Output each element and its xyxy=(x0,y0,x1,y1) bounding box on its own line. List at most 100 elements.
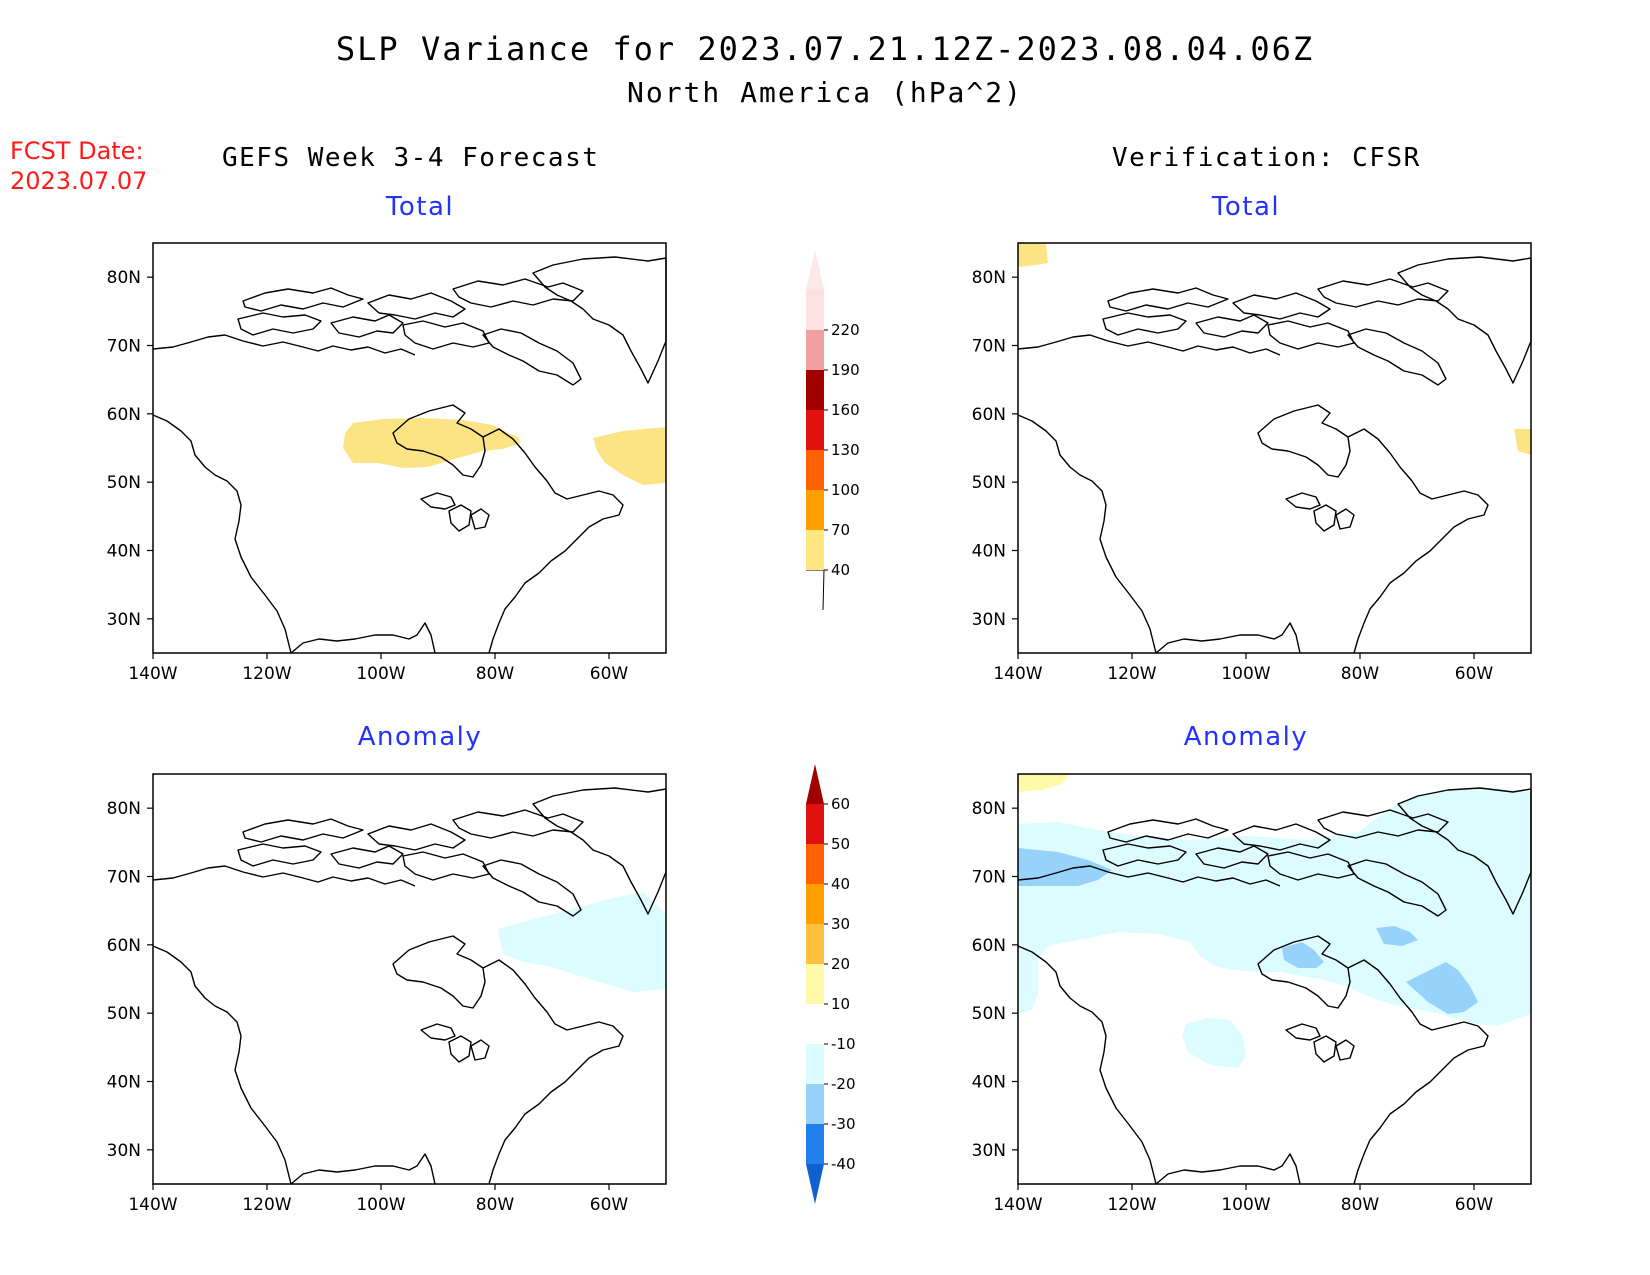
main-subtitle: North America (hPa^2) xyxy=(626,76,1023,109)
lat-tick-label: 60N xyxy=(107,405,141,425)
colorbar-total-label: 100 xyxy=(831,481,860,499)
map-verification-total xyxy=(1017,242,1532,654)
colorbar-total-swatch xyxy=(806,410,824,450)
shade-forecast-total-east xyxy=(593,427,666,485)
colorbar-total-label: 40 xyxy=(831,561,850,579)
axes-layer: 80N 70N 60N 50N 40N 30N 140W 120W 100W 80W 60W 80N 7… xyxy=(107,268,1494,1215)
lat-tick-label: 70N xyxy=(107,868,141,888)
colorbar-total-label: 70 xyxy=(831,521,850,539)
lat-tick-label: 40N xyxy=(972,542,1006,562)
colorbar-anomaly-swatch xyxy=(806,1124,824,1164)
lat-tick-label: 80N xyxy=(972,799,1006,819)
lon-tick-label: 80W xyxy=(476,664,515,684)
colorbar-anomaly-swatch xyxy=(806,1044,824,1084)
lon-tick-label: 80W xyxy=(1341,1195,1380,1215)
lat-tick-label: 50N xyxy=(107,473,141,493)
colorbar-anomaly-swatch xyxy=(806,964,824,1004)
lat-tick-label: 40N xyxy=(972,1073,1006,1093)
shade-forecast-total-central xyxy=(343,418,521,468)
map-forecast-total xyxy=(152,242,667,654)
colorbar-total-swatch xyxy=(806,530,824,570)
lon-tick-label: 80W xyxy=(1341,664,1380,684)
column-header-forecast: GEFS Week 3-4 Forecast xyxy=(222,143,600,173)
lon-tick-label: 60W xyxy=(1455,1195,1494,1215)
lat-tick-label: 70N xyxy=(107,337,141,357)
lon-tick-label: 140W xyxy=(128,664,177,684)
colorbar-anomaly-label: -10 xyxy=(831,1035,856,1053)
lat-tick-label: 80N xyxy=(107,268,141,288)
colorbar-total-swatch xyxy=(806,330,824,370)
fcst-date: FCST Date: 2023.07.07 xyxy=(10,136,147,196)
colorbar-anomaly-label: 10 xyxy=(831,995,850,1013)
shade-verification-anomaly-neg20-north xyxy=(1376,926,1418,946)
colorbar-anomaly-swatch xyxy=(806,924,824,964)
colorbar-anomaly-lower-end xyxy=(806,1164,824,1204)
colorbar-anomaly: -40 -30 -20 -10 10 20 30 40 50 60 xyxy=(806,764,856,1204)
lat-tick-label: 70N xyxy=(972,868,1006,888)
colorbar-total-swatch xyxy=(806,490,824,530)
subtitle-verification-anomaly: Anomaly xyxy=(1183,722,1309,752)
lon-tick-label: 120W xyxy=(242,664,291,684)
colorbar-total-label: 190 xyxy=(831,361,860,379)
lon-tick-label: 140W xyxy=(128,1195,177,1215)
shade-verification-anomaly-pos10-nw xyxy=(1018,774,1070,792)
lat-tick-label: 60N xyxy=(972,405,1006,425)
colorbar-anomaly-label: 60 xyxy=(831,795,850,813)
colorbar-anomaly-upper-end xyxy=(806,764,824,804)
colorbar-anomaly-label: 30 xyxy=(831,915,850,933)
lon-tick-label: 140W xyxy=(993,1195,1042,1215)
lon-tick-label: 120W xyxy=(1107,1195,1156,1215)
subtitle-forecast-anomaly: Anomaly xyxy=(357,722,483,752)
lat-tick-label: 80N xyxy=(107,799,141,819)
lon-tick-label: 100W xyxy=(1221,1195,1270,1215)
map-forecast-anomaly xyxy=(152,773,667,1185)
lat-tick-label: 60N xyxy=(972,936,1006,956)
lat-tick-label: 40N xyxy=(107,542,141,562)
fcst-date-value: 2023.07.07 xyxy=(10,167,148,195)
lon-tick-label: 60W xyxy=(590,664,629,684)
lat-tick-label: 50N xyxy=(972,473,1006,493)
colorbar-anomaly-swatch xyxy=(806,1084,824,1124)
lon-tick-label: 60W xyxy=(590,1195,629,1215)
shade-verification-total-east xyxy=(1514,429,1531,455)
lat-tick-label: 50N xyxy=(972,1004,1006,1024)
colorbar-anomaly-swatch xyxy=(806,1004,824,1044)
lat-tick-label: 80N xyxy=(972,268,1006,288)
colorbar-total-label: 160 xyxy=(831,401,860,419)
colorbar-total: 40 70 100 130 160 190 220 xyxy=(806,250,860,611)
map-verification-anomaly xyxy=(1017,773,1532,1185)
lat-tick-label: 50N xyxy=(107,1004,141,1024)
lat-tick-label: 30N xyxy=(972,1141,1006,1161)
lon-tick-label: 80W xyxy=(476,1195,515,1215)
lat-tick-label: 30N xyxy=(972,610,1006,630)
colorbar-anomaly-label: 40 xyxy=(831,875,850,893)
colorbar-anomaly-swatch xyxy=(806,884,824,924)
lat-tick-label: 40N xyxy=(107,1073,141,1093)
shade-verification-anomaly-neg20-hudson xyxy=(1282,942,1324,968)
colorbar-anomaly-label: -20 xyxy=(831,1075,856,1093)
lat-tick-label: 60N xyxy=(107,936,141,956)
fcst-date-label: FCST Date: xyxy=(10,137,144,165)
colorbar-total-swatch xyxy=(806,290,824,330)
shade-verification-total-nw xyxy=(1018,243,1048,267)
lon-tick-label: 100W xyxy=(356,664,405,684)
lon-tick-label: 120W xyxy=(1107,664,1156,684)
lon-tick-label: 120W xyxy=(242,1195,291,1215)
colorbar-anomaly-label: -40 xyxy=(831,1155,856,1173)
lon-tick-label: 100W xyxy=(356,1195,405,1215)
shade-verification-anomaly-neg20-quebec xyxy=(1406,962,1478,1014)
lat-tick-label: 70N xyxy=(972,337,1006,357)
colorbar-anomaly-label: -30 xyxy=(831,1115,856,1133)
lat-tick-label: 30N xyxy=(107,1141,141,1161)
subtitle-verification-total: Total xyxy=(1211,192,1281,222)
colorbar-total-swatch xyxy=(806,370,824,410)
shade-verification-anomaly-south xyxy=(1182,1018,1246,1068)
subtitle-forecast-total: Total xyxy=(385,192,455,222)
shade-forecast-anomaly-east xyxy=(498,892,666,992)
lon-tick-label: 60W xyxy=(1455,664,1494,684)
lon-tick-label: 140W xyxy=(993,664,1042,684)
colorbar-total-upper-end xyxy=(806,250,824,290)
lon-tick-label: 100W xyxy=(1221,664,1270,684)
colorbar-anomaly-swatch xyxy=(806,844,824,884)
